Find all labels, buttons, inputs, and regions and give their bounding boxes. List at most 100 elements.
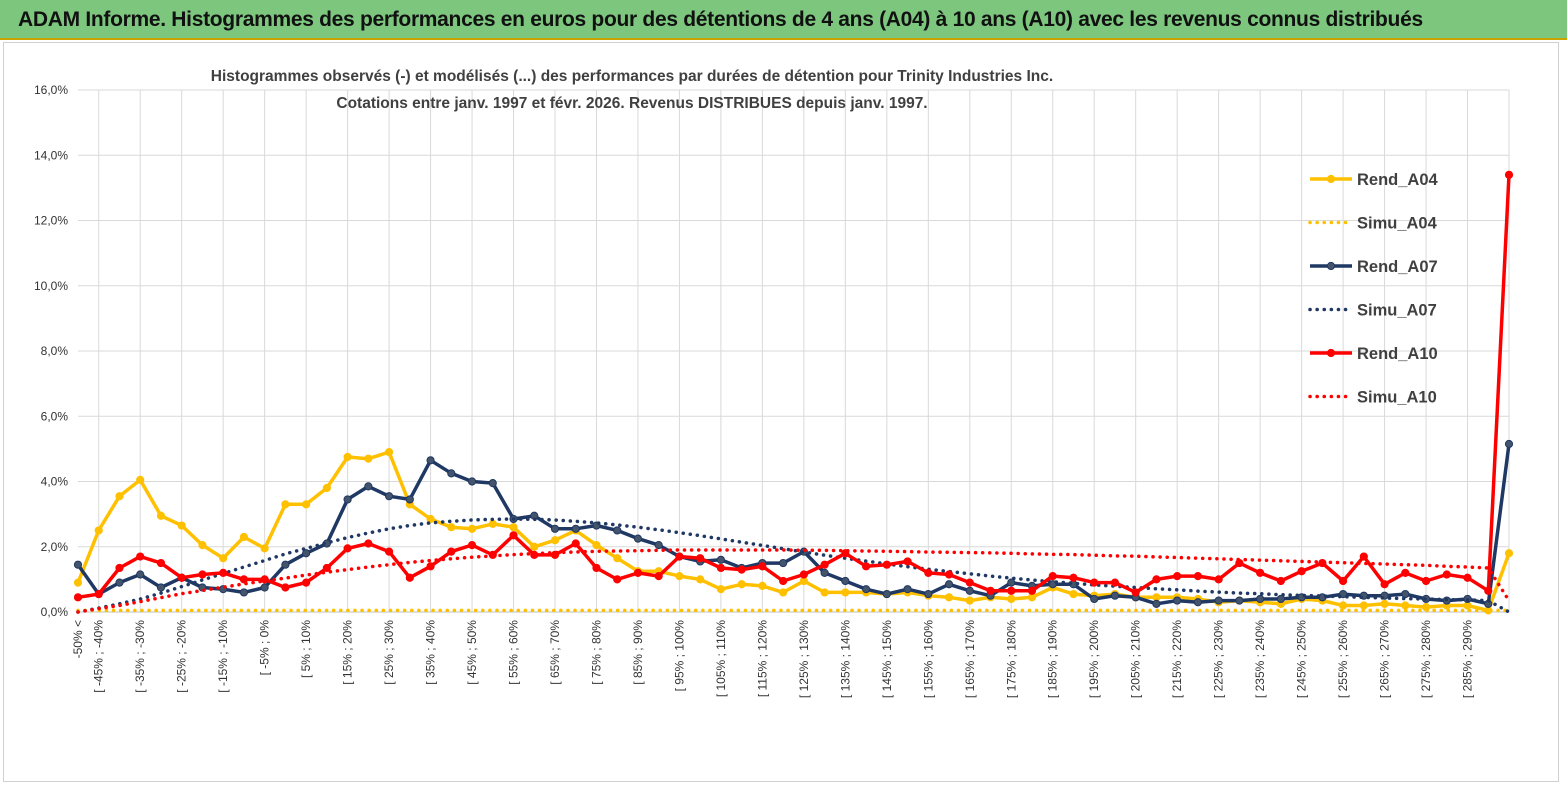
series-rend-a10-point bbox=[509, 531, 518, 540]
x-tick-label: [ 195% ; 200% bbox=[1087, 620, 1101, 698]
series-rend-a10-point bbox=[799, 570, 808, 579]
legend-label: Rend_A10 bbox=[1357, 345, 1438, 363]
legend-item-simu-a04: Simu_A04 bbox=[1308, 215, 1438, 233]
series-rend-a04-point bbox=[550, 536, 560, 545]
series-rend-a07-point bbox=[1276, 594, 1285, 604]
series-rend-a07-point bbox=[1007, 578, 1016, 587]
x-tick-label: [ 35% ; 40% bbox=[424, 620, 438, 685]
series-rend-a04-point bbox=[219, 554, 228, 563]
x-tick-label: [ 215% ; 220% bbox=[1170, 620, 1184, 698]
series-rend-a07-point bbox=[1235, 596, 1244, 605]
series-rend-a10-point bbox=[198, 570, 207, 579]
series-rend-a07-point bbox=[467, 477, 477, 486]
series-rend-a10-point bbox=[302, 578, 311, 587]
series-rend-a10-point bbox=[1193, 572, 1203, 581]
series-rend-a07-point bbox=[550, 524, 560, 533]
legend-item-simu-a07: Simu_A07 bbox=[1308, 302, 1437, 320]
series-rend-a10-point bbox=[1484, 586, 1493, 595]
series-rend-a04-point bbox=[73, 578, 83, 587]
series-rend-a07-point bbox=[1214, 596, 1223, 605]
series-rend-a10-point bbox=[1173, 572, 1182, 581]
series-rend-a07-point bbox=[779, 558, 788, 568]
series-rend-a04-point bbox=[94, 526, 103, 535]
x-tick-label: [ 45% ; 50% bbox=[465, 620, 479, 685]
series-rend-a10-point bbox=[965, 578, 974, 587]
series-rend-a07-point bbox=[73, 560, 83, 569]
series-rend-a10-point bbox=[467, 541, 477, 550]
series-rend-a10-point bbox=[1504, 170, 1514, 179]
series-rend-a07-point bbox=[281, 560, 290, 569]
x-tick-label: [ 265% ; 270% bbox=[1378, 620, 1392, 698]
x-tick-label: [ 175% ; 180% bbox=[1004, 620, 1018, 698]
series-rend-a10-point bbox=[322, 563, 331, 573]
series-rend-a07-point bbox=[1401, 589, 1410, 599]
series-rend-a10-point bbox=[716, 563, 726, 573]
series-rend-a04-point bbox=[198, 541, 207, 550]
series-rend-a04-point bbox=[530, 542, 539, 551]
y-tick-label: 4,0% bbox=[41, 475, 69, 489]
legend-item-rend-a07: Rend_A07 bbox=[1310, 258, 1438, 276]
x-tick-label: [ 255% ; 260% bbox=[1336, 620, 1350, 698]
series-rend-a10-point bbox=[613, 575, 622, 584]
x-tick-label: [ 285% ; 290% bbox=[1461, 620, 1475, 698]
series-rend-a07-point bbox=[944, 580, 954, 589]
series-rend-a10-point bbox=[219, 568, 228, 577]
series-rend-a07-line bbox=[76, 443, 1511, 606]
series-rend-a04-point bbox=[239, 532, 249, 542]
series-rend-a10-point bbox=[758, 562, 767, 571]
x-tick-label: [ -5% ; 0% bbox=[258, 620, 272, 676]
series-rend-a10-point bbox=[633, 568, 643, 577]
series-rend-a04-point bbox=[488, 519, 497, 529]
series-rend-a10-point bbox=[1421, 576, 1431, 586]
series-rend-a10-point bbox=[903, 557, 912, 566]
series-rend-a10-point bbox=[156, 558, 166, 568]
x-tick-label: [ 115% ; 120% bbox=[755, 620, 769, 697]
x-tick-label: [ 75% ; 80% bbox=[589, 620, 603, 685]
x-tick-label: [ 95% ; 100% bbox=[672, 620, 686, 692]
series-rend-a07-point bbox=[1256, 594, 1265, 604]
series-rend-a04-point bbox=[384, 448, 394, 457]
y-tick-label: 0,0% bbox=[41, 605, 69, 619]
series-rend-a07-point bbox=[447, 469, 456, 478]
series-rend-a10-point bbox=[654, 572, 663, 581]
series-rend-a04-point bbox=[1380, 599, 1389, 608]
series-rend-a10-point bbox=[1463, 573, 1472, 582]
series-rend-a04-point bbox=[1007, 594, 1016, 604]
series-rend-a10-point bbox=[94, 589, 103, 599]
series-rend-a10-point bbox=[136, 552, 145, 561]
legend: Rend_A04 Simu_A04 Rend_A07 Simu_A07 Rend_A10… bbox=[1308, 171, 1439, 407]
series-rend-a10-point bbox=[73, 593, 83, 602]
series-rend-a10-point bbox=[239, 575, 249, 584]
series-rend-a04-point bbox=[613, 554, 622, 563]
legend-label: Rend_A04 bbox=[1357, 171, 1439, 189]
chart-title: Histogrammes observés (-) et modélisés (… bbox=[211, 68, 1053, 85]
series-rend-a10-point bbox=[115, 563, 124, 573]
x-tick-label: [ 165% ; 170% bbox=[963, 620, 977, 698]
series-rend-a04-point bbox=[716, 585, 726, 594]
series-rend-a10-point bbox=[1152, 575, 1161, 584]
axis-layer: 0,0% 2,0% 4,0% 6,0% 8,0% 10,0% 12,0% 14,0% 16,0%… bbox=[34, 83, 1509, 698]
x-tick-label: -50% < bbox=[71, 620, 85, 658]
x-tick-label: [ 145% ; 150% bbox=[880, 620, 894, 698]
x-tick-label: [ 245% ; 250% bbox=[1295, 620, 1309, 698]
series-rend-a04-point bbox=[779, 588, 788, 597]
chart-frame bbox=[3, 42, 1559, 782]
series-rend-a04-point bbox=[322, 483, 331, 493]
series-simu-a10-line bbox=[76, 548, 1511, 614]
series-rend-a07-point bbox=[1110, 591, 1120, 600]
series-rend-a07-point bbox=[903, 585, 912, 594]
series-rend-a10-point bbox=[1338, 576, 1348, 586]
series-rend-a07-point bbox=[654, 541, 663, 550]
report-banner: ADAM Informe. Histogrammes des performan… bbox=[0, 0, 1567, 40]
series-rend-a07-point bbox=[820, 568, 829, 577]
series-rend-a04-point bbox=[696, 575, 705, 584]
series-rend-a07-point bbox=[239, 588, 249, 597]
series-rend-a10-point bbox=[944, 570, 954, 579]
series-rend-a04-point bbox=[820, 588, 829, 597]
series-rend-a10-point bbox=[1256, 568, 1265, 577]
legend-marker bbox=[1326, 261, 1336, 271]
series-simu-a07-line bbox=[76, 517, 1511, 614]
x-tick-label: [ 155% ; 160% bbox=[921, 620, 935, 698]
x-tick-label: [ 65% ; 70% bbox=[548, 620, 562, 685]
